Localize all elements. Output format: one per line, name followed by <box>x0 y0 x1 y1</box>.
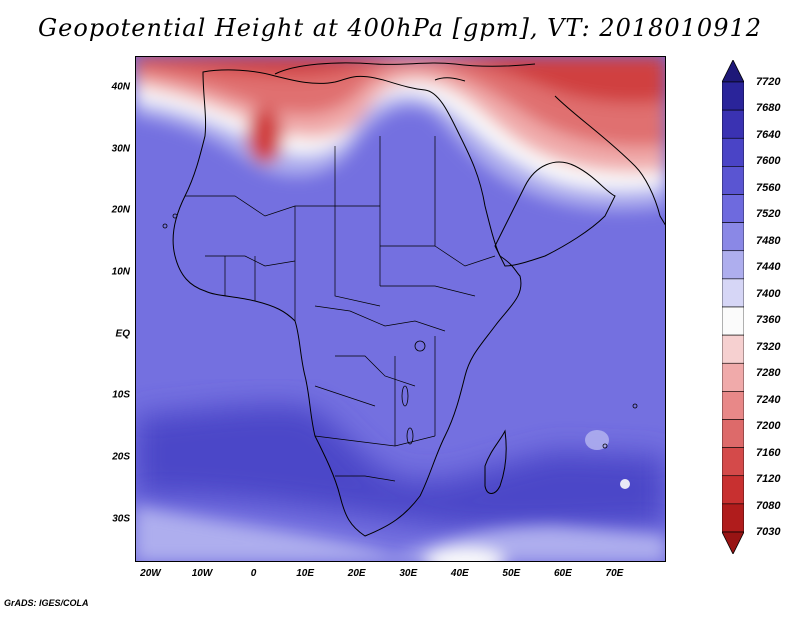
colorbar-label: 7560 <box>756 181 781 194</box>
map-title: Geopotential Height at 400hPa [gpm], VT:… <box>38 14 762 42</box>
lat-label: 40N <box>111 81 130 93</box>
colorbar-label: 7480 <box>756 234 781 247</box>
colorbar-label: 7240 <box>756 393 781 406</box>
map-plot <box>135 56 666 562</box>
colorbar-segment <box>722 166 744 195</box>
colorbar-segment <box>722 391 744 420</box>
lon-label: 50E <box>502 568 521 579</box>
colorbar-label: 7200 <box>756 420 781 433</box>
northern-gradient <box>135 56 666 210</box>
colorbar-segment <box>722 194 744 223</box>
low-height-southern-belt <box>135 404 666 531</box>
lon-label: 10W <box>191 568 213 579</box>
lat-label: 30S <box>112 513 130 525</box>
lat-label: 10N <box>111 266 130 278</box>
country-borders <box>185 136 496 482</box>
lat-label: 30N <box>111 143 130 155</box>
credit-text: GrADS: IGES/COLA <box>4 598 89 608</box>
light-blob <box>585 430 609 450</box>
colorbar-segment <box>722 109 744 139</box>
islands-lakes <box>162 213 638 449</box>
colorbar-min-arrow <box>722 531 744 554</box>
colorbar-label: 7160 <box>756 446 781 459</box>
colorbar-label: 7320 <box>756 340 781 353</box>
lon-label: 20E <box>347 568 366 579</box>
lon-label: 70E <box>605 568 624 579</box>
colorbar-segment <box>722 419 744 448</box>
colorbar-label: 7640 <box>756 128 781 141</box>
colorbar-segment <box>722 334 744 364</box>
colorbar-segment <box>722 222 744 252</box>
colorbar-label: 7440 <box>756 261 781 274</box>
colorbar-segment <box>722 362 744 392</box>
lon-label: 0 <box>250 568 257 579</box>
lat-label: 20S <box>112 451 130 463</box>
lon-label: 30E <box>399 568 418 579</box>
colorbar-segment <box>722 137 744 167</box>
colorbar-segment <box>722 250 744 280</box>
lon-label: 20W <box>140 568 161 579</box>
lon-label: 10E <box>296 568 315 579</box>
map-frame <box>135 56 666 562</box>
white-spot <box>620 479 630 489</box>
colorbar-segment <box>722 503 744 533</box>
colorbar-segment <box>722 447 744 477</box>
coastlines <box>172 62 666 537</box>
colorbar-label: 7600 <box>756 155 781 168</box>
colorbar-segment <box>722 81 744 111</box>
colorbar-segment <box>722 278 744 308</box>
lat-label: 20N <box>111 204 130 216</box>
colorbar-max-arrow <box>722 60 744 83</box>
colorbar-label: 7680 <box>756 102 781 115</box>
colorbar-segment <box>722 306 744 336</box>
colorbar-label: 7280 <box>756 367 781 380</box>
colorbar <box>722 60 744 554</box>
lat-label: 10S <box>112 389 130 401</box>
colorbar-label: 7520 <box>756 208 781 221</box>
lon-label: 40E <box>450 568 469 579</box>
colorbar-label: 7360 <box>756 314 781 327</box>
lat-label: EQ <box>115 328 130 340</box>
colorbar-label: 7030 <box>756 526 781 538</box>
lon-label: 60E <box>553 568 572 579</box>
colorbar-label: 7120 <box>756 473 781 486</box>
southern-edge-band <box>135 506 666 562</box>
colorbar-label: 7400 <box>756 287 781 300</box>
colorbar-label: 7720 <box>756 76 781 88</box>
colorbar-label: 7080 <box>756 499 781 512</box>
colorbar-segment <box>722 475 744 505</box>
